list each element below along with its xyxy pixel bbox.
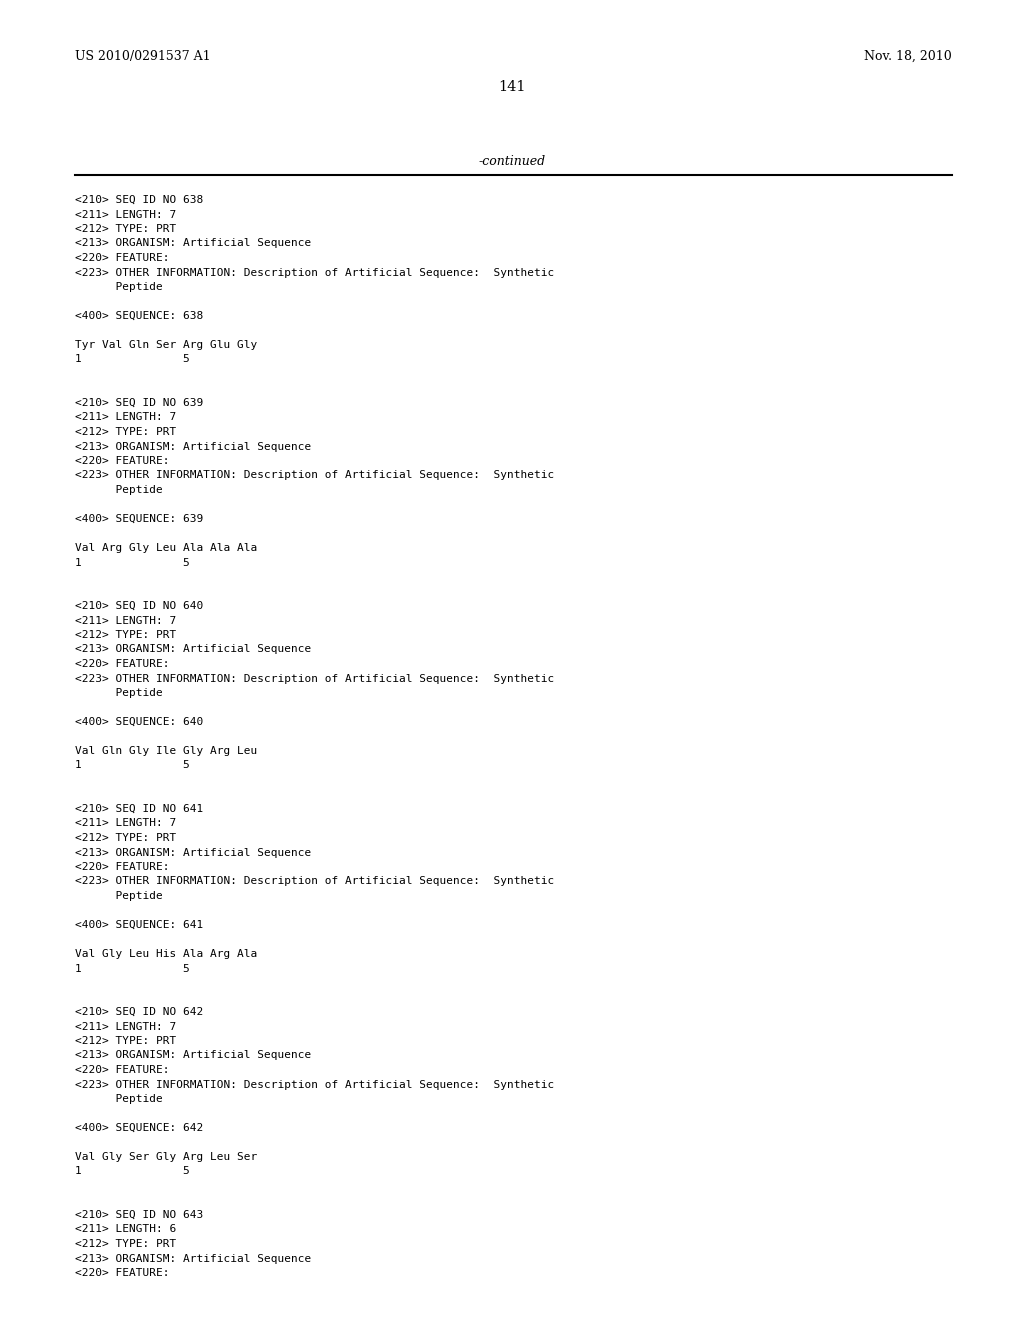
Text: <213> ORGANISM: Artificial Sequence: <213> ORGANISM: Artificial Sequence [75, 441, 311, 451]
Text: <211> LENGTH: 7: <211> LENGTH: 7 [75, 615, 176, 626]
Text: <213> ORGANISM: Artificial Sequence: <213> ORGANISM: Artificial Sequence [75, 847, 311, 858]
Text: <213> ORGANISM: Artificial Sequence: <213> ORGANISM: Artificial Sequence [75, 644, 311, 655]
Text: Val Arg Gly Leu Ala Ala Ala: Val Arg Gly Leu Ala Ala Ala [75, 543, 257, 553]
Text: Peptide: Peptide [75, 282, 163, 292]
Text: <211> LENGTH: 7: <211> LENGTH: 7 [75, 412, 176, 422]
Text: -continued: -continued [478, 154, 546, 168]
Text: <210> SEQ ID NO 641: <210> SEQ ID NO 641 [75, 804, 203, 814]
Text: <212> TYPE: PRT: <212> TYPE: PRT [75, 1239, 176, 1249]
Text: <220> FEATURE:: <220> FEATURE: [75, 862, 170, 873]
Text: 1               5: 1 5 [75, 355, 189, 364]
Text: Val Gln Gly Ile Gly Arg Leu: Val Gln Gly Ile Gly Arg Leu [75, 746, 257, 756]
Text: <211> LENGTH: 6: <211> LENGTH: 6 [75, 1225, 176, 1234]
Text: <223> OTHER INFORMATION: Description of Artificial Sequence:  Synthetic: <223> OTHER INFORMATION: Description of … [75, 1080, 554, 1089]
Text: Nov. 18, 2010: Nov. 18, 2010 [864, 50, 952, 63]
Text: <400> SEQUENCE: 639: <400> SEQUENCE: 639 [75, 513, 203, 524]
Text: <223> OTHER INFORMATION: Description of Artificial Sequence:  Synthetic: <223> OTHER INFORMATION: Description of … [75, 673, 554, 684]
Text: <210> SEQ ID NO 639: <210> SEQ ID NO 639 [75, 399, 203, 408]
Text: Val Gly Ser Gly Arg Leu Ser: Val Gly Ser Gly Arg Leu Ser [75, 1152, 257, 1162]
Text: <210> SEQ ID NO 640: <210> SEQ ID NO 640 [75, 601, 203, 611]
Text: <220> FEATURE:: <220> FEATURE: [75, 455, 170, 466]
Text: Peptide: Peptide [75, 688, 163, 698]
Text: <220> FEATURE:: <220> FEATURE: [75, 1065, 170, 1074]
Text: <211> LENGTH: 7: <211> LENGTH: 7 [75, 818, 176, 829]
Text: <213> ORGANISM: Artificial Sequence: <213> ORGANISM: Artificial Sequence [75, 239, 311, 248]
Text: <212> TYPE: PRT: <212> TYPE: PRT [75, 833, 176, 843]
Text: Tyr Val Gln Ser Arg Glu Gly: Tyr Val Gln Ser Arg Glu Gly [75, 341, 257, 350]
Text: <400> SEQUENCE: 641: <400> SEQUENCE: 641 [75, 920, 203, 931]
Text: <223> OTHER INFORMATION: Description of Artificial Sequence:  Synthetic: <223> OTHER INFORMATION: Description of … [75, 470, 554, 480]
Text: <400> SEQUENCE: 640: <400> SEQUENCE: 640 [75, 717, 203, 727]
Text: <212> TYPE: PRT: <212> TYPE: PRT [75, 426, 176, 437]
Text: <220> FEATURE:: <220> FEATURE: [75, 253, 170, 263]
Text: <211> LENGTH: 7: <211> LENGTH: 7 [75, 1022, 176, 1031]
Text: 1               5: 1 5 [75, 1167, 189, 1176]
Text: 141: 141 [499, 81, 525, 94]
Text: 1               5: 1 5 [75, 760, 189, 771]
Text: <400> SEQUENCE: 642: <400> SEQUENCE: 642 [75, 1123, 203, 1133]
Text: <220> FEATURE:: <220> FEATURE: [75, 1269, 170, 1278]
Text: <213> ORGANISM: Artificial Sequence: <213> ORGANISM: Artificial Sequence [75, 1051, 311, 1060]
Text: <223> OTHER INFORMATION: Description of Artificial Sequence:  Synthetic: <223> OTHER INFORMATION: Description of … [75, 876, 554, 887]
Text: <223> OTHER INFORMATION: Description of Artificial Sequence:  Synthetic: <223> OTHER INFORMATION: Description of … [75, 268, 554, 277]
Text: 1               5: 1 5 [75, 557, 189, 568]
Text: Val Gly Leu His Ala Arg Ala: Val Gly Leu His Ala Arg Ala [75, 949, 257, 960]
Text: <220> FEATURE:: <220> FEATURE: [75, 659, 170, 669]
Text: <213> ORGANISM: Artificial Sequence: <213> ORGANISM: Artificial Sequence [75, 1254, 311, 1263]
Text: Peptide: Peptide [75, 1094, 163, 1104]
Text: <400> SEQUENCE: 638: <400> SEQUENCE: 638 [75, 312, 203, 321]
Text: 1               5: 1 5 [75, 964, 189, 974]
Text: Peptide: Peptide [75, 891, 163, 902]
Text: <211> LENGTH: 7: <211> LENGTH: 7 [75, 210, 176, 219]
Text: Peptide: Peptide [75, 484, 163, 495]
Text: US 2010/0291537 A1: US 2010/0291537 A1 [75, 50, 211, 63]
Text: <210> SEQ ID NO 643: <210> SEQ ID NO 643 [75, 1210, 203, 1220]
Text: <212> TYPE: PRT: <212> TYPE: PRT [75, 1036, 176, 1045]
Text: <210> SEQ ID NO 638: <210> SEQ ID NO 638 [75, 195, 203, 205]
Text: <212> TYPE: PRT: <212> TYPE: PRT [75, 224, 176, 234]
Text: <210> SEQ ID NO 642: <210> SEQ ID NO 642 [75, 1007, 203, 1016]
Text: <212> TYPE: PRT: <212> TYPE: PRT [75, 630, 176, 640]
